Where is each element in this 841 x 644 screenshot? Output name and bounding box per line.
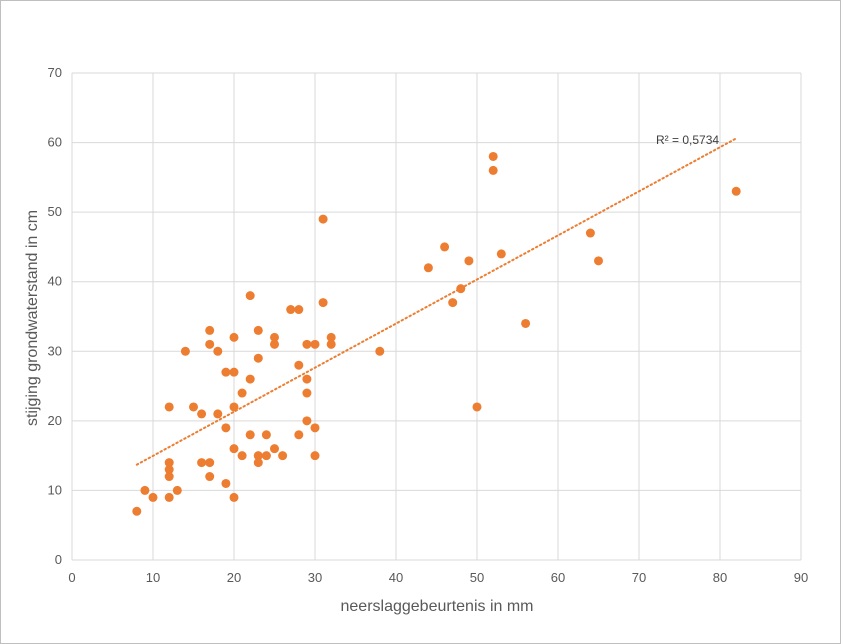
data-point xyxy=(294,430,304,440)
data-point xyxy=(302,416,312,426)
data-point xyxy=(245,291,255,301)
data-point xyxy=(140,485,150,495)
data-point xyxy=(253,458,263,468)
y-tick-label: 0 xyxy=(55,552,62,567)
y-tick-label: 70 xyxy=(48,65,62,80)
data-point xyxy=(164,492,174,502)
y-tick-label: 20 xyxy=(48,413,62,428)
y-tick-label: 30 xyxy=(48,343,62,358)
x-tick-label: 40 xyxy=(389,570,403,585)
data-point xyxy=(472,402,482,412)
data-point xyxy=(197,458,207,468)
trendline xyxy=(135,137,738,466)
data-point xyxy=(488,151,498,161)
data-point xyxy=(310,451,320,461)
data-point xyxy=(294,305,304,315)
data-point xyxy=(253,325,263,335)
y-tick-label: 60 xyxy=(48,135,62,150)
data-point xyxy=(253,353,263,363)
data-point xyxy=(261,451,271,461)
gridlines xyxy=(71,72,802,561)
data-point xyxy=(456,284,466,294)
data-point xyxy=(221,367,231,377)
data-point xyxy=(731,186,741,196)
data-point xyxy=(326,332,336,342)
data-point xyxy=(205,339,215,349)
x-tick-label: 30 xyxy=(308,570,322,585)
x-tick-label: 70 xyxy=(632,570,646,585)
data-point xyxy=(302,374,312,384)
x-tick-label: 90 xyxy=(794,570,808,585)
y-tick-label: 10 xyxy=(48,482,62,497)
data-point xyxy=(229,332,239,342)
data-point xyxy=(423,263,433,273)
data-point xyxy=(213,409,223,419)
data-point xyxy=(270,339,279,349)
data-point xyxy=(164,458,174,468)
data-point xyxy=(278,451,288,461)
data-point xyxy=(302,339,312,349)
data-point xyxy=(164,402,174,412)
data-point xyxy=(229,367,239,377)
data-point xyxy=(294,360,304,370)
data-point xyxy=(245,430,255,440)
data-point xyxy=(221,423,231,433)
data-point xyxy=(496,249,506,259)
tick-labels: 0 10 20 30 40 50 60 70 0 10 20 30 40 50 60 70 80 90 xyxy=(48,65,809,585)
x-tick-label: 50 xyxy=(470,570,484,585)
data-point xyxy=(318,298,328,308)
data-point xyxy=(270,444,279,454)
data-point xyxy=(270,332,279,342)
data-point xyxy=(245,374,255,384)
data-point xyxy=(205,472,215,482)
trendline-group xyxy=(135,137,738,466)
data-point xyxy=(464,256,474,266)
data-point xyxy=(302,388,312,398)
data-point xyxy=(229,402,239,412)
data-point xyxy=(221,478,231,488)
data-point xyxy=(132,506,142,516)
x-tick-label: 20 xyxy=(227,570,241,585)
data-point xyxy=(213,346,223,356)
x-tick-label: 80 xyxy=(713,570,727,585)
data-point xyxy=(229,492,239,502)
data-point xyxy=(488,165,498,175)
x-tick-label: 0 xyxy=(68,570,75,585)
data-point xyxy=(205,458,215,468)
data-point xyxy=(326,339,336,349)
data-point xyxy=(585,228,595,238)
data-point xyxy=(189,402,198,412)
data-point xyxy=(261,430,271,440)
data-point xyxy=(440,242,450,252)
data-point xyxy=(448,298,458,308)
data-point xyxy=(375,346,385,356)
data-point xyxy=(164,465,174,475)
data-point xyxy=(229,444,239,454)
data-point xyxy=(164,472,174,482)
r-squared-label: R² = 0,5734 xyxy=(656,133,719,147)
x-tick-label: 10 xyxy=(146,570,160,585)
data-point xyxy=(318,214,328,224)
data-point xyxy=(310,339,320,349)
data-point xyxy=(197,409,207,419)
data-point xyxy=(310,423,320,433)
data-point xyxy=(172,485,182,495)
data-point xyxy=(205,325,215,335)
x-axis-title: neerslaggebeurtenis in mm xyxy=(341,598,534,615)
data-point xyxy=(237,451,247,461)
data-point xyxy=(148,492,158,502)
data-point xyxy=(180,346,190,356)
data-point xyxy=(521,318,531,328)
data-point xyxy=(594,256,603,266)
y-axis-title: stijging grondwaterstand in cm xyxy=(24,210,41,426)
y-tick-label: 50 xyxy=(48,204,62,219)
x-tick-label: 60 xyxy=(551,570,565,585)
data-point xyxy=(286,305,296,315)
data-point xyxy=(253,451,263,461)
data-point xyxy=(237,388,247,398)
data-points xyxy=(132,151,741,516)
y-tick-label: 40 xyxy=(48,274,62,289)
